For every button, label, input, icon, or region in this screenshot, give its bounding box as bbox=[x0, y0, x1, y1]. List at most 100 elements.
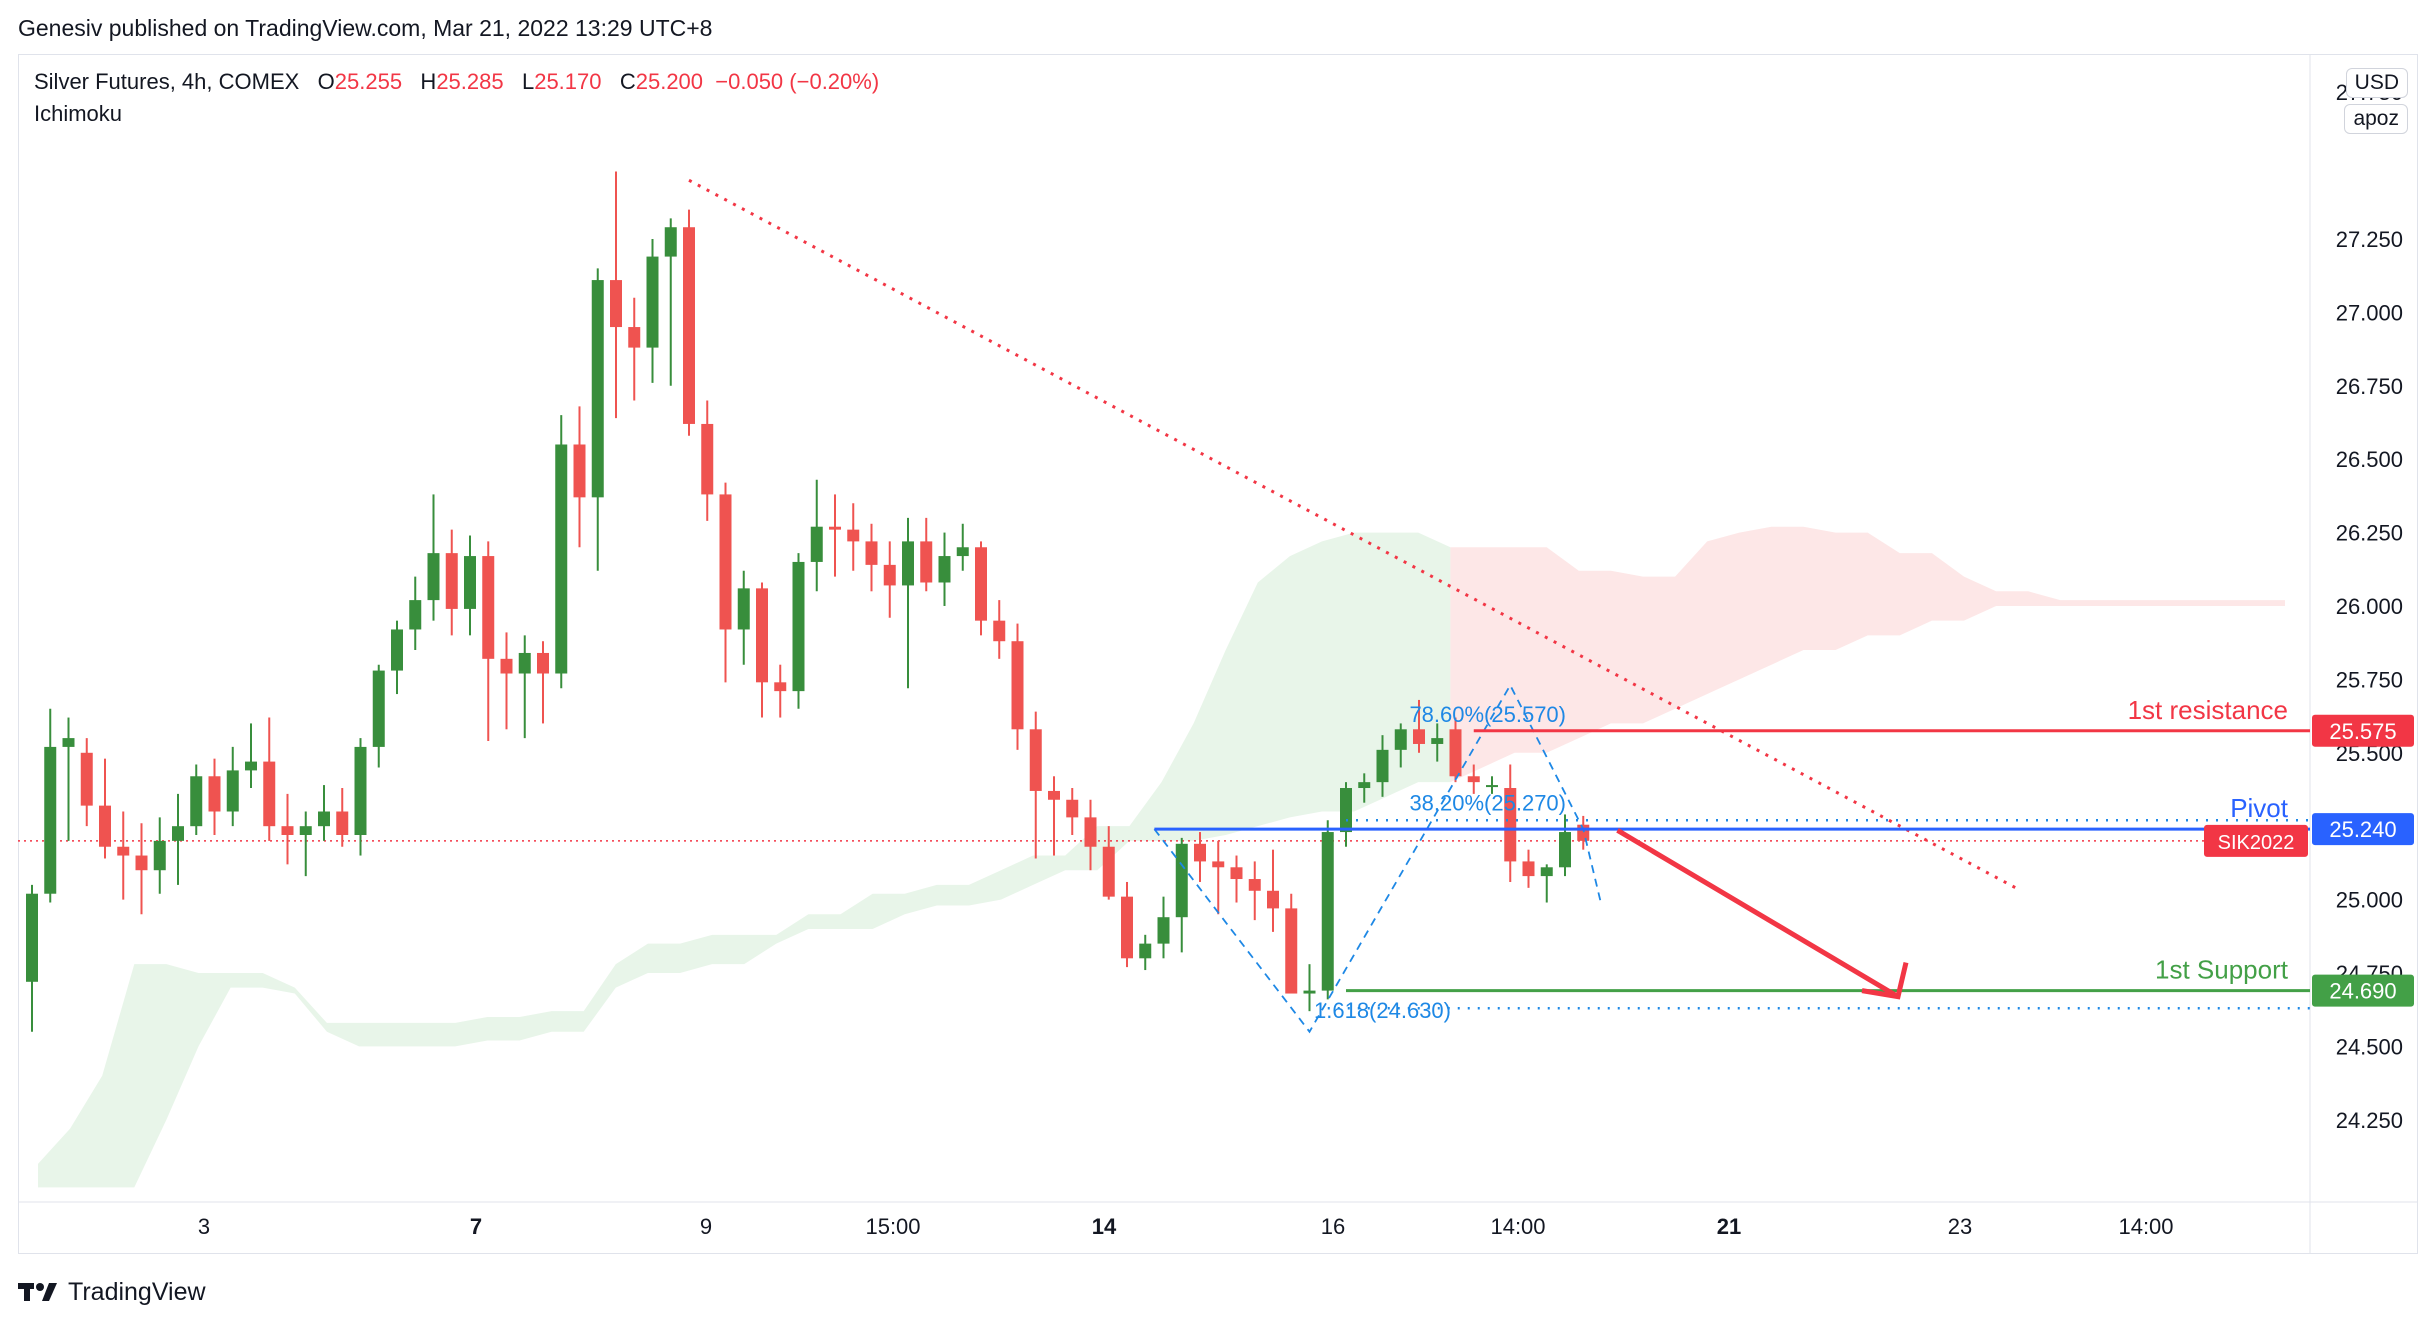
indicator-label[interactable]: Ichimoku bbox=[34, 101, 123, 126]
candle-up bbox=[1340, 788, 1352, 833]
candle-down bbox=[1504, 788, 1517, 862]
candle-up bbox=[1139, 943, 1152, 959]
candle-down bbox=[774, 682, 787, 692]
fib-label: 78.60%(25.570) bbox=[1409, 702, 1566, 727]
candle-down bbox=[1212, 861, 1225, 868]
y-tick-label: 27.000 bbox=[2336, 300, 2403, 325]
high-label: H bbox=[420, 69, 437, 94]
low-value: 25.170 bbox=[534, 69, 602, 94]
candle-up bbox=[427, 553, 440, 601]
fib-label: 1.618(24.630) bbox=[1314, 998, 1451, 1023]
x-tick-label: 14:00 bbox=[1490, 1214, 1545, 1239]
open-label: O bbox=[317, 69, 335, 94]
candle-up bbox=[44, 746, 57, 894]
currency-button[interactable]: USD bbox=[2345, 68, 2408, 98]
candle-up bbox=[646, 256, 659, 348]
symbol-price-tag bbox=[2204, 824, 2308, 857]
candle-up bbox=[1486, 785, 1498, 788]
candle-down bbox=[1230, 867, 1243, 880]
y-tick-label: 25.750 bbox=[2336, 667, 2403, 692]
change-value: −0.050 (−0.20%) bbox=[715, 69, 880, 94]
candle-down bbox=[865, 541, 878, 565]
candle-down bbox=[683, 227, 695, 424]
candle-up bbox=[26, 893, 38, 982]
candle-up bbox=[1175, 843, 1188, 918]
candle-up bbox=[409, 600, 422, 630]
resistance-label: 1st resistance bbox=[2128, 695, 2288, 725]
candle-down bbox=[1467, 776, 1480, 783]
y-tick-label: 25.000 bbox=[2336, 888, 2403, 913]
low-label: L bbox=[521, 69, 535, 94]
candle-down bbox=[993, 620, 1006, 642]
candle-up bbox=[1394, 729, 1407, 750]
candle-down bbox=[281, 826, 294, 835]
y-tick-label: 24.500 bbox=[2336, 1034, 2403, 1059]
candle-up bbox=[555, 444, 568, 674]
y-tick-label: 24.250 bbox=[2336, 1108, 2403, 1133]
scale-mode-button[interactable]: apoz bbox=[2344, 104, 2408, 134]
candle-down bbox=[445, 553, 458, 609]
y-tick-label: 26.250 bbox=[2336, 521, 2403, 546]
candle-up bbox=[902, 541, 914, 586]
candle-down bbox=[1285, 908, 1298, 994]
candle-up bbox=[354, 746, 367, 835]
candle-down bbox=[537, 652, 549, 674]
candle-down bbox=[1066, 799, 1079, 818]
candle-down bbox=[263, 761, 276, 827]
candle-up bbox=[938, 556, 951, 583]
symbol-tag-text: SIK2022 bbox=[2218, 832, 2295, 854]
candle-down bbox=[628, 327, 641, 348]
candle-down bbox=[756, 588, 768, 683]
candle-down bbox=[336, 811, 349, 835]
candle-up bbox=[1321, 832, 1334, 991]
candle-down bbox=[719, 494, 732, 630]
close-label: C bbox=[619, 69, 636, 94]
candle-down bbox=[1248, 879, 1261, 891]
candle-down bbox=[1121, 896, 1133, 959]
fib-label: 38.20%(25.270) bbox=[1409, 790, 1566, 815]
support-price-tag bbox=[2312, 974, 2414, 1007]
y-tick-label: 27.250 bbox=[2336, 227, 2403, 252]
candle-up bbox=[591, 280, 604, 498]
candle-down bbox=[847, 529, 860, 542]
candle-down bbox=[920, 541, 933, 583]
close-value: 25.200 bbox=[635, 69, 704, 94]
candle-up bbox=[664, 227, 677, 257]
candle-up bbox=[737, 588, 750, 630]
pivot-price-tag bbox=[2312, 813, 2414, 846]
x-tick-label: 3 bbox=[198, 1214, 210, 1239]
candle-down bbox=[883, 564, 896, 586]
y-tick-label: 26.000 bbox=[2336, 594, 2403, 619]
candle-down bbox=[1048, 790, 1060, 800]
footer-brand[interactable]: TradingView bbox=[68, 1277, 206, 1306]
y-tick-label: 26.500 bbox=[2336, 447, 2403, 472]
candle-down bbox=[1522, 861, 1535, 877]
x-tick-label: 14 bbox=[1092, 1214, 1117, 1239]
candle-down bbox=[1413, 729, 1425, 744]
symbol-title[interactable]: Silver Futures, 4h, COMEX bbox=[34, 69, 300, 94]
candle-up bbox=[153, 840, 166, 871]
pivot-price-text: 25.240 bbox=[2329, 817, 2396, 842]
candle-up bbox=[372, 670, 385, 747]
publisher-header: Genesiv published on TradingView.com, Ma… bbox=[18, 15, 713, 41]
candle-down bbox=[1267, 890, 1279, 909]
chart[interactable]: 24.25024.50024.75025.00025.25025.50025.7… bbox=[18, 54, 2418, 1254]
candle-up bbox=[792, 561, 805, 692]
candle-down bbox=[975, 547, 987, 621]
x-tick-label: 14:00 bbox=[2118, 1214, 2173, 1239]
tradingview-logo-icon[interactable] bbox=[18, 1281, 58, 1303]
open-value: 25.255 bbox=[334, 69, 403, 94]
candle-up bbox=[172, 826, 184, 841]
candle-up bbox=[245, 761, 257, 771]
support-price-text: 24.690 bbox=[2329, 979, 2396, 1004]
candle-up bbox=[1157, 917, 1170, 944]
candle-up bbox=[62, 738, 75, 747]
candle-up bbox=[1376, 749, 1389, 783]
candle-down bbox=[610, 280, 622, 328]
x-tick-label: 23 bbox=[1948, 1214, 1972, 1239]
candle-up bbox=[956, 547, 969, 557]
x-tick-label: 16 bbox=[1321, 1214, 1345, 1239]
candle-down bbox=[1449, 729, 1462, 777]
projection-arrowhead bbox=[1861, 962, 1909, 1000]
candle-up bbox=[1358, 782, 1371, 789]
